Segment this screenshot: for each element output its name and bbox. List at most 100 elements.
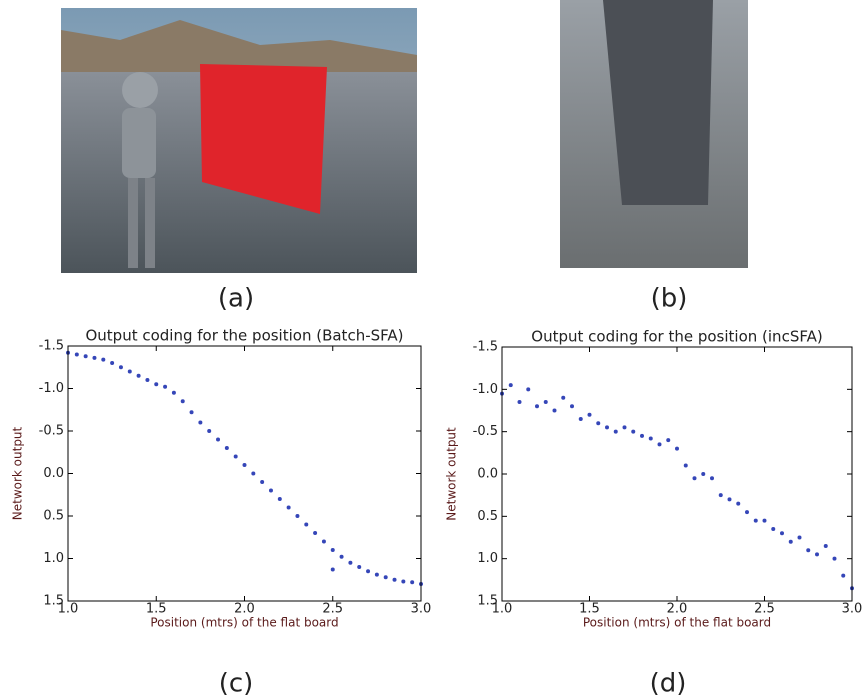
point (383, 575, 388, 580)
y-tick-label: 0.0 (477, 467, 498, 482)
point (788, 539, 793, 544)
point (736, 501, 741, 506)
image-b (560, 0, 748, 268)
point (806, 548, 811, 553)
point (692, 476, 697, 481)
x-axis-label: Position (mtrs) of the flat board (150, 616, 338, 630)
point (110, 361, 115, 365)
y-tick-label: 0.0 (43, 466, 64, 481)
caption: (d) (650, 669, 687, 699)
point (657, 442, 662, 447)
point (313, 531, 318, 535)
point (780, 531, 784, 536)
point (578, 416, 583, 421)
point (815, 552, 819, 557)
point (622, 425, 627, 430)
point (198, 420, 203, 425)
image-a (61, 8, 417, 273)
point (83, 354, 88, 359)
point (797, 535, 802, 540)
point (392, 577, 397, 582)
y-tick-label: -1.5 (473, 340, 498, 355)
point (561, 395, 566, 400)
point (374, 572, 379, 577)
point (401, 579, 406, 584)
point (251, 471, 256, 476)
y-tick-label: -0.5 (39, 424, 64, 439)
point (762, 518, 767, 523)
point (180, 399, 185, 404)
x-axis-label: Position (mtrs) of the flat board (583, 616, 771, 630)
point (118, 365, 123, 370)
point (613, 429, 618, 434)
point (727, 497, 732, 502)
x-tick-label: 3.0 (411, 602, 432, 617)
x-tick-label: 1.0 (492, 602, 513, 617)
y-axis-label: Network output (445, 427, 459, 521)
chart-title: Output coding for the position (Batch-SF… (85, 327, 403, 345)
x-tick-label: 2.0 (234, 602, 255, 617)
x-tick-label: 2.5 (754, 602, 775, 617)
point (171, 390, 176, 395)
point (832, 556, 837, 561)
y-tick-label: 1.5 (477, 594, 498, 609)
plot-frame (67, 345, 422, 602)
y-tick-label: -1.0 (473, 382, 498, 397)
point (357, 565, 362, 569)
point (508, 383, 513, 388)
point (605, 425, 609, 430)
x-tick-label: 3.0 (842, 602, 863, 617)
point (718, 493, 723, 498)
point (136, 373, 141, 378)
point (410, 580, 415, 585)
point (823, 543, 828, 548)
x-tick-label: 1.0 (58, 602, 79, 617)
plot-frame (501, 346, 853, 602)
point (92, 355, 97, 360)
x-tick-label: 2.0 (667, 602, 688, 617)
caption: (b) (651, 284, 688, 314)
point (233, 454, 238, 459)
x-tick-label: 1.5 (146, 602, 167, 617)
point (710, 476, 714, 481)
point (330, 548, 335, 552)
chart-title: Output coding for the position (incSFA) (531, 328, 822, 346)
point (330, 567, 335, 572)
point (321, 539, 326, 544)
point (535, 404, 539, 409)
point (260, 480, 265, 484)
point (517, 400, 522, 405)
caption: (c) (219, 669, 254, 699)
point (596, 421, 601, 426)
point (101, 357, 106, 362)
point (348, 560, 353, 565)
point (587, 412, 592, 417)
point (745, 510, 749, 515)
point (268, 488, 273, 493)
point (841, 573, 846, 578)
y-axis-label: Network output (11, 426, 25, 520)
point (701, 472, 706, 476)
y-tick-label: -0.5 (473, 424, 498, 439)
point (648, 436, 653, 441)
y-tick-label: -1.5 (39, 339, 64, 354)
x-tick-label: 1.5 (579, 602, 600, 617)
point (295, 514, 300, 518)
point (154, 382, 159, 387)
point (675, 446, 679, 451)
point (753, 518, 758, 523)
point (277, 497, 282, 501)
point (640, 433, 644, 438)
point (224, 446, 229, 450)
point (145, 378, 150, 382)
point (242, 463, 247, 467)
point (552, 408, 557, 413)
point (207, 429, 212, 433)
point (771, 527, 776, 532)
point (631, 429, 636, 434)
caption: (a) (218, 284, 254, 314)
y-tick-label: 1.0 (43, 551, 64, 566)
point (339, 554, 344, 559)
point (366, 569, 371, 574)
point (189, 410, 194, 415)
